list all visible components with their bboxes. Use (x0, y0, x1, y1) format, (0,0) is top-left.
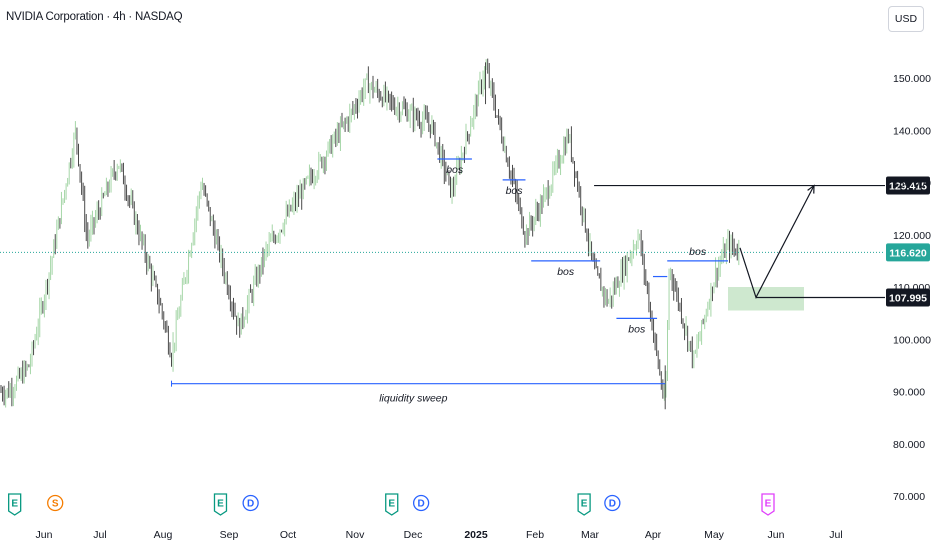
x-tick-label: Mar (581, 529, 600, 541)
liquidity-sweep-label: liquidity sweep (379, 393, 447, 405)
x-tick-label: Jul (829, 529, 842, 541)
bos-label: bos (506, 185, 524, 197)
price-axis: 150.000 140.000 130.000 120.000 110.000 100.0… (893, 73, 931, 503)
event-earnings-icon (385, 493, 399, 516)
y-tick-label: 80.000 (893, 439, 925, 451)
bos-label: bos (689, 246, 707, 258)
current-price-badge (886, 243, 930, 262)
event-split-icon (47, 494, 64, 512)
currency-label: USD (894, 13, 918, 25)
x-tick-label: Sep (220, 529, 239, 541)
x-tick-label: Aug (154, 529, 173, 541)
bos-label: bos (557, 266, 575, 278)
event-earnings-icon (8, 493, 22, 516)
x-tick-label: 2025 (464, 529, 488, 541)
x-tick-label: Jun (36, 529, 53, 541)
event-label: E (217, 499, 224, 510)
event-label: E (388, 499, 395, 510)
y-tick-label: 120.000 (893, 230, 931, 242)
bos-label: bos (628, 323, 646, 335)
x-tick-label: Feb (526, 529, 544, 541)
event-dividend-icon (604, 494, 621, 512)
x-tick-label: Jun (768, 529, 785, 541)
x-tick-label: Dec (404, 529, 423, 541)
y-tick-label: 90.000 (893, 387, 925, 399)
event-label: E (11, 499, 18, 510)
y-tick-label: 140.000 (893, 125, 931, 137)
y-tick-label: 70.000 (893, 491, 925, 503)
bos-label: bos (446, 164, 464, 176)
chart-title: NVIDIA Corporation · 4h · NASDAQ (6, 11, 183, 23)
level-badge-108-label: 107.995 (889, 292, 927, 304)
level-badge-129-label: 129.415 (889, 181, 927, 193)
y-tick-label: 150.000 (893, 73, 931, 85)
x-tick-label: May (704, 529, 725, 541)
x-tick-label: Jul (93, 529, 106, 541)
x-tick-label: Oct (280, 529, 296, 541)
event-label: E (765, 499, 772, 510)
event-label: D (609, 499, 616, 510)
level-badge-129 (886, 176, 930, 195)
projection-arrow-head (807, 184, 815, 194)
candles-layer (0, 58, 740, 410)
y-tick-label: 130.000 (893, 178, 931, 190)
event-earnings-icon (213, 493, 228, 516)
y-tick-label: 110.000 (893, 282, 930, 294)
projection-path (739, 185, 815, 299)
event-earnings-icon (577, 493, 591, 516)
current-price-badge-label: 116.620 (889, 247, 927, 259)
x-tick-label: Apr (645, 529, 662, 541)
y-tick-label: 100.000 (893, 334, 931, 346)
event-label: D (418, 499, 425, 510)
level-badge-108 (886, 288, 930, 307)
event-label: D (247, 499, 254, 510)
annotations-layer: liquidity sweep bos bos bos bos bos 129.415 116… (0, 158, 930, 405)
currency-button[interactable]: USD (888, 6, 924, 32)
event-dividend-icon (412, 494, 430, 512)
demand-zone (728, 287, 804, 311)
event-label: E (581, 499, 588, 510)
x-tick-label: Nov (346, 529, 365, 541)
event-label: S (52, 499, 59, 510)
time-axis: Jun Jul Aug Sep Oct Nov Dec 2025 Feb Mar Apr May Jun… (36, 529, 843, 541)
event-dividend-icon (242, 494, 259, 512)
event-earnings-icon (761, 493, 775, 516)
